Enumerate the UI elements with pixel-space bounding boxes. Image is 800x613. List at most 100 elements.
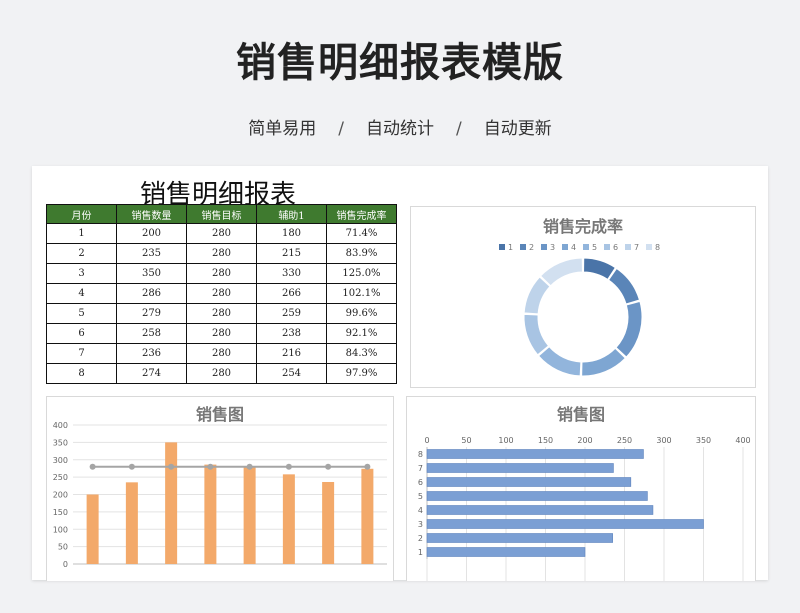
x-tick-label: 100 <box>498 436 513 445</box>
horizontal-bar <box>426 463 614 473</box>
y-tick-label: 300 <box>53 456 68 465</box>
table-cell: 280 <box>186 223 257 244</box>
y-tick-label: 5 <box>418 492 423 501</box>
table-cell: 274 <box>116 363 187 384</box>
table-cell: 266 <box>256 283 327 304</box>
x-tick-label: 0 <box>424 436 429 445</box>
legend-swatch <box>625 244 631 250</box>
column-bar <box>322 481 335 564</box>
legend-label: 4 <box>571 243 576 252</box>
column-header: 月份 <box>46 204 117 224</box>
target-point <box>364 463 371 470</box>
page-subtitle: 简单易用 / 自动统计 / 自动更新 <box>0 114 800 139</box>
table-cell: 280 <box>186 243 257 264</box>
legend-label: 5 <box>592 243 597 252</box>
sales-table: 月份 销售数量 销售目标 辅助1 销售完成率 1 200 280 180 71.4% 2 2… <box>46 204 397 384</box>
table-cell: 200 <box>116 223 187 244</box>
legend-swatch <box>520 244 526 250</box>
table-cell: 2 <box>46 243 117 264</box>
table-row: 3 350 280 330 125.0% <box>46 263 397 284</box>
legend-swatch <box>499 244 505 250</box>
legend-swatch <box>646 244 652 250</box>
table-cell: 7 <box>46 343 117 364</box>
column-bar <box>361 468 374 564</box>
target-point <box>89 463 96 470</box>
doughnut-slice <box>615 300 643 358</box>
table-cell: 280 <box>186 343 257 364</box>
chart-title: 销售完成率 <box>542 217 623 236</box>
table-cell: 5 <box>46 303 117 324</box>
x-tick-label: 200 <box>577 436 592 445</box>
table-cell: 92.1% <box>326 323 397 344</box>
legend-swatch <box>541 244 547 250</box>
table-row: 5 279 280 259 99.6% <box>46 303 397 324</box>
table-row: 2 235 280 215 83.9% <box>46 243 397 264</box>
spreadsheet-preview: 销售明细报表 月份 销售数量 销售目标 辅助1 销售完成率 1 200 280 180… <box>32 166 768 581</box>
y-tick-label: 0 <box>63 560 68 569</box>
legend-label: 8 <box>655 243 660 252</box>
x-tick-label: 300 <box>656 436 671 445</box>
table-row: 6 258 280 238 92.1% <box>46 323 397 344</box>
table-cell: 4 <box>46 283 117 304</box>
table-cell: 280 <box>186 263 257 284</box>
legend-label: 1 <box>508 243 513 252</box>
x-tick-label: 150 <box>538 436 553 445</box>
table-cell: 286 <box>116 283 187 304</box>
horizontal-bar <box>426 491 648 501</box>
table-row: 1 200 280 180 71.4% <box>46 223 397 244</box>
table-cell: 330 <box>256 263 327 284</box>
legend-label: 2 <box>529 243 534 252</box>
y-tick-label: 350 <box>53 438 68 447</box>
table-cell: 1 <box>46 223 117 244</box>
legend-swatch <box>583 244 589 250</box>
table-row: 7 236 280 216 84.3% <box>46 343 397 364</box>
table-cell: 215 <box>256 243 327 264</box>
column-bar <box>125 482 138 564</box>
target-point <box>285 463 292 470</box>
table-cell: 280 <box>186 363 257 384</box>
table-cell: 258 <box>116 323 187 344</box>
subtitle-separator: / <box>338 119 344 139</box>
chart-title: 销售图 <box>556 405 605 424</box>
column-bar <box>86 494 99 564</box>
table-cell: 71.4% <box>326 223 397 244</box>
table-cell: 97.9% <box>326 363 397 384</box>
target-point <box>325 463 332 470</box>
column-header: 销售完成率 <box>326 204 397 224</box>
table-cell: 280 <box>186 323 257 344</box>
table-cell: 99.6% <box>326 303 397 324</box>
completion-rate-chart: 销售完成率 1 2 3 4 5 6 7 8 <box>410 206 756 388</box>
table-cell: 280 <box>186 283 257 304</box>
horizontal-bar <box>426 449 644 459</box>
horizontal-bar <box>426 533 613 543</box>
target-point <box>168 463 175 470</box>
y-tick-label: 100 <box>53 525 68 534</box>
column-header: 辅助1 <box>256 204 327 224</box>
subtitle-item: 简单易用 <box>248 119 317 139</box>
table-cell: 102.1% <box>326 283 397 304</box>
x-tick-label: 350 <box>696 436 711 445</box>
legend-label: 7 <box>634 243 639 252</box>
subtitle-item: 自动更新 <box>483 119 552 139</box>
target-point <box>128 463 135 470</box>
chart-title: 销售图 <box>195 405 244 424</box>
column-bar <box>165 442 178 564</box>
horizontal-bar <box>426 519 704 529</box>
y-tick-label: 250 <box>53 473 68 482</box>
table-cell: 6 <box>46 323 117 344</box>
y-tick-label: 200 <box>53 491 68 500</box>
table-cell: 259 <box>256 303 327 324</box>
sales-bar-chart: 销售图 0 50 100 150 200 250 300 350 400 1 2 3 4 5 6 7 8 <box>406 396 756 581</box>
doughnut-chart-svg: 1 2 3 4 5 6 7 8 <box>499 243 660 377</box>
table-cell: 279 <box>116 303 187 324</box>
table-row: 8 274 280 254 97.9% <box>46 363 397 384</box>
y-tick-label: 4 <box>418 506 423 515</box>
x-tick-label: 400 <box>735 436 750 445</box>
column-header: 销售目标 <box>186 204 257 224</box>
doughnut-slice <box>539 257 583 287</box>
table-row: 4 286 280 266 102.1% <box>46 283 397 304</box>
y-tick-label: 2 <box>418 534 423 543</box>
legend-swatch <box>562 244 568 250</box>
table-cell: 180 <box>256 223 327 244</box>
y-tick-label: 7 <box>418 464 423 473</box>
